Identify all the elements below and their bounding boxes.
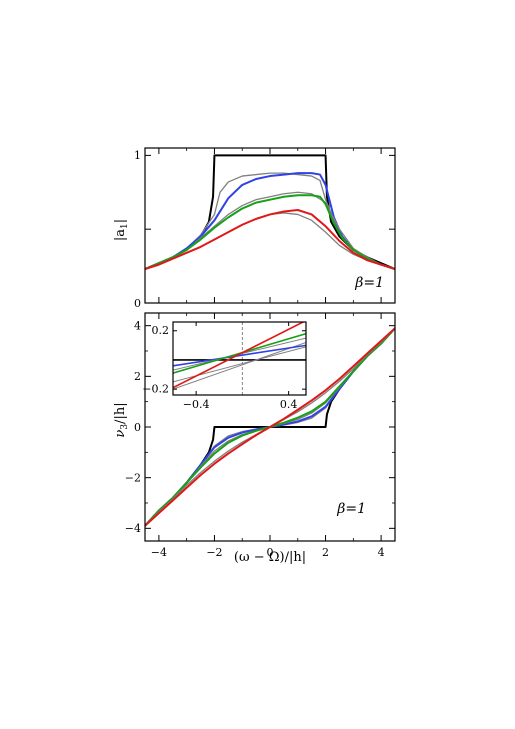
bot-ytick-label: −2 [125, 472, 141, 485]
inset-background [173, 322, 306, 395]
inset-ytick-label: 0.2 [152, 324, 170, 337]
top-ylabel: |a1| [113, 219, 130, 241]
top-series-5 [145, 212, 395, 270]
bottom-curves [145, 327, 395, 527]
bot-xtick-label: 2 [322, 546, 329, 559]
top-curves [145, 154, 395, 271]
bot-xtick-label: −4 [151, 546, 167, 559]
bottom-ylabel: ν3/|h| [113, 402, 130, 437]
bot-ytick-label: 2 [134, 370, 141, 383]
inset-frame [172, 321, 307, 396]
top-panel: 01 |a1| β=1 [113, 147, 396, 310]
top-ytick-label: 0 [134, 297, 141, 310]
inset-panel: −0.4 0.4 −0.2 0.2 [142, 321, 307, 411]
top-series-6 [145, 209, 395, 271]
inset-series-6 [173, 322, 305, 389]
bottom-annotation: β=1 [336, 501, 366, 517]
top-ytick-label: 1 [134, 149, 141, 162]
bottom-panel: −4 −2 0 2 4 −4 −2 0 2 4 ν3/|h| (ω − Ω)/|h| β=1 [113, 312, 396, 565]
top-series-3 [145, 191, 395, 270]
inset-series-2 [173, 341, 306, 390]
bottom-xlabel: (ω − Ω)/|h| [234, 550, 306, 565]
inset-xtick-label: 0.4 [280, 398, 298, 411]
bot-ytick-label: −4 [125, 522, 141, 535]
top-ticks: 01 [134, 148, 395, 310]
bot-xtick-label: 4 [378, 546, 385, 559]
inset-curves [173, 322, 306, 395]
inset-ytick-label: −0.2 [142, 382, 169, 395]
inset-ticks: −0.4 0.4 −0.2 0.2 [142, 322, 306, 411]
bot-xtick-label: −2 [206, 546, 222, 559]
top-annotation: β=1 [354, 275, 384, 291]
inset-series-3 [173, 344, 306, 367]
bot-xtick-label: 0 [267, 546, 274, 559]
bot-ytick-label: 0 [134, 421, 141, 434]
top-series-4 [145, 194, 395, 271]
bot-ytick-label: 4 [134, 320, 141, 333]
bottom-ticks: −4 −2 0 2 4 −4 −2 0 2 4 [125, 313, 395, 559]
bot-series-6 [145, 327, 395, 527]
inset-xtick-label: −0.4 [183, 398, 210, 411]
